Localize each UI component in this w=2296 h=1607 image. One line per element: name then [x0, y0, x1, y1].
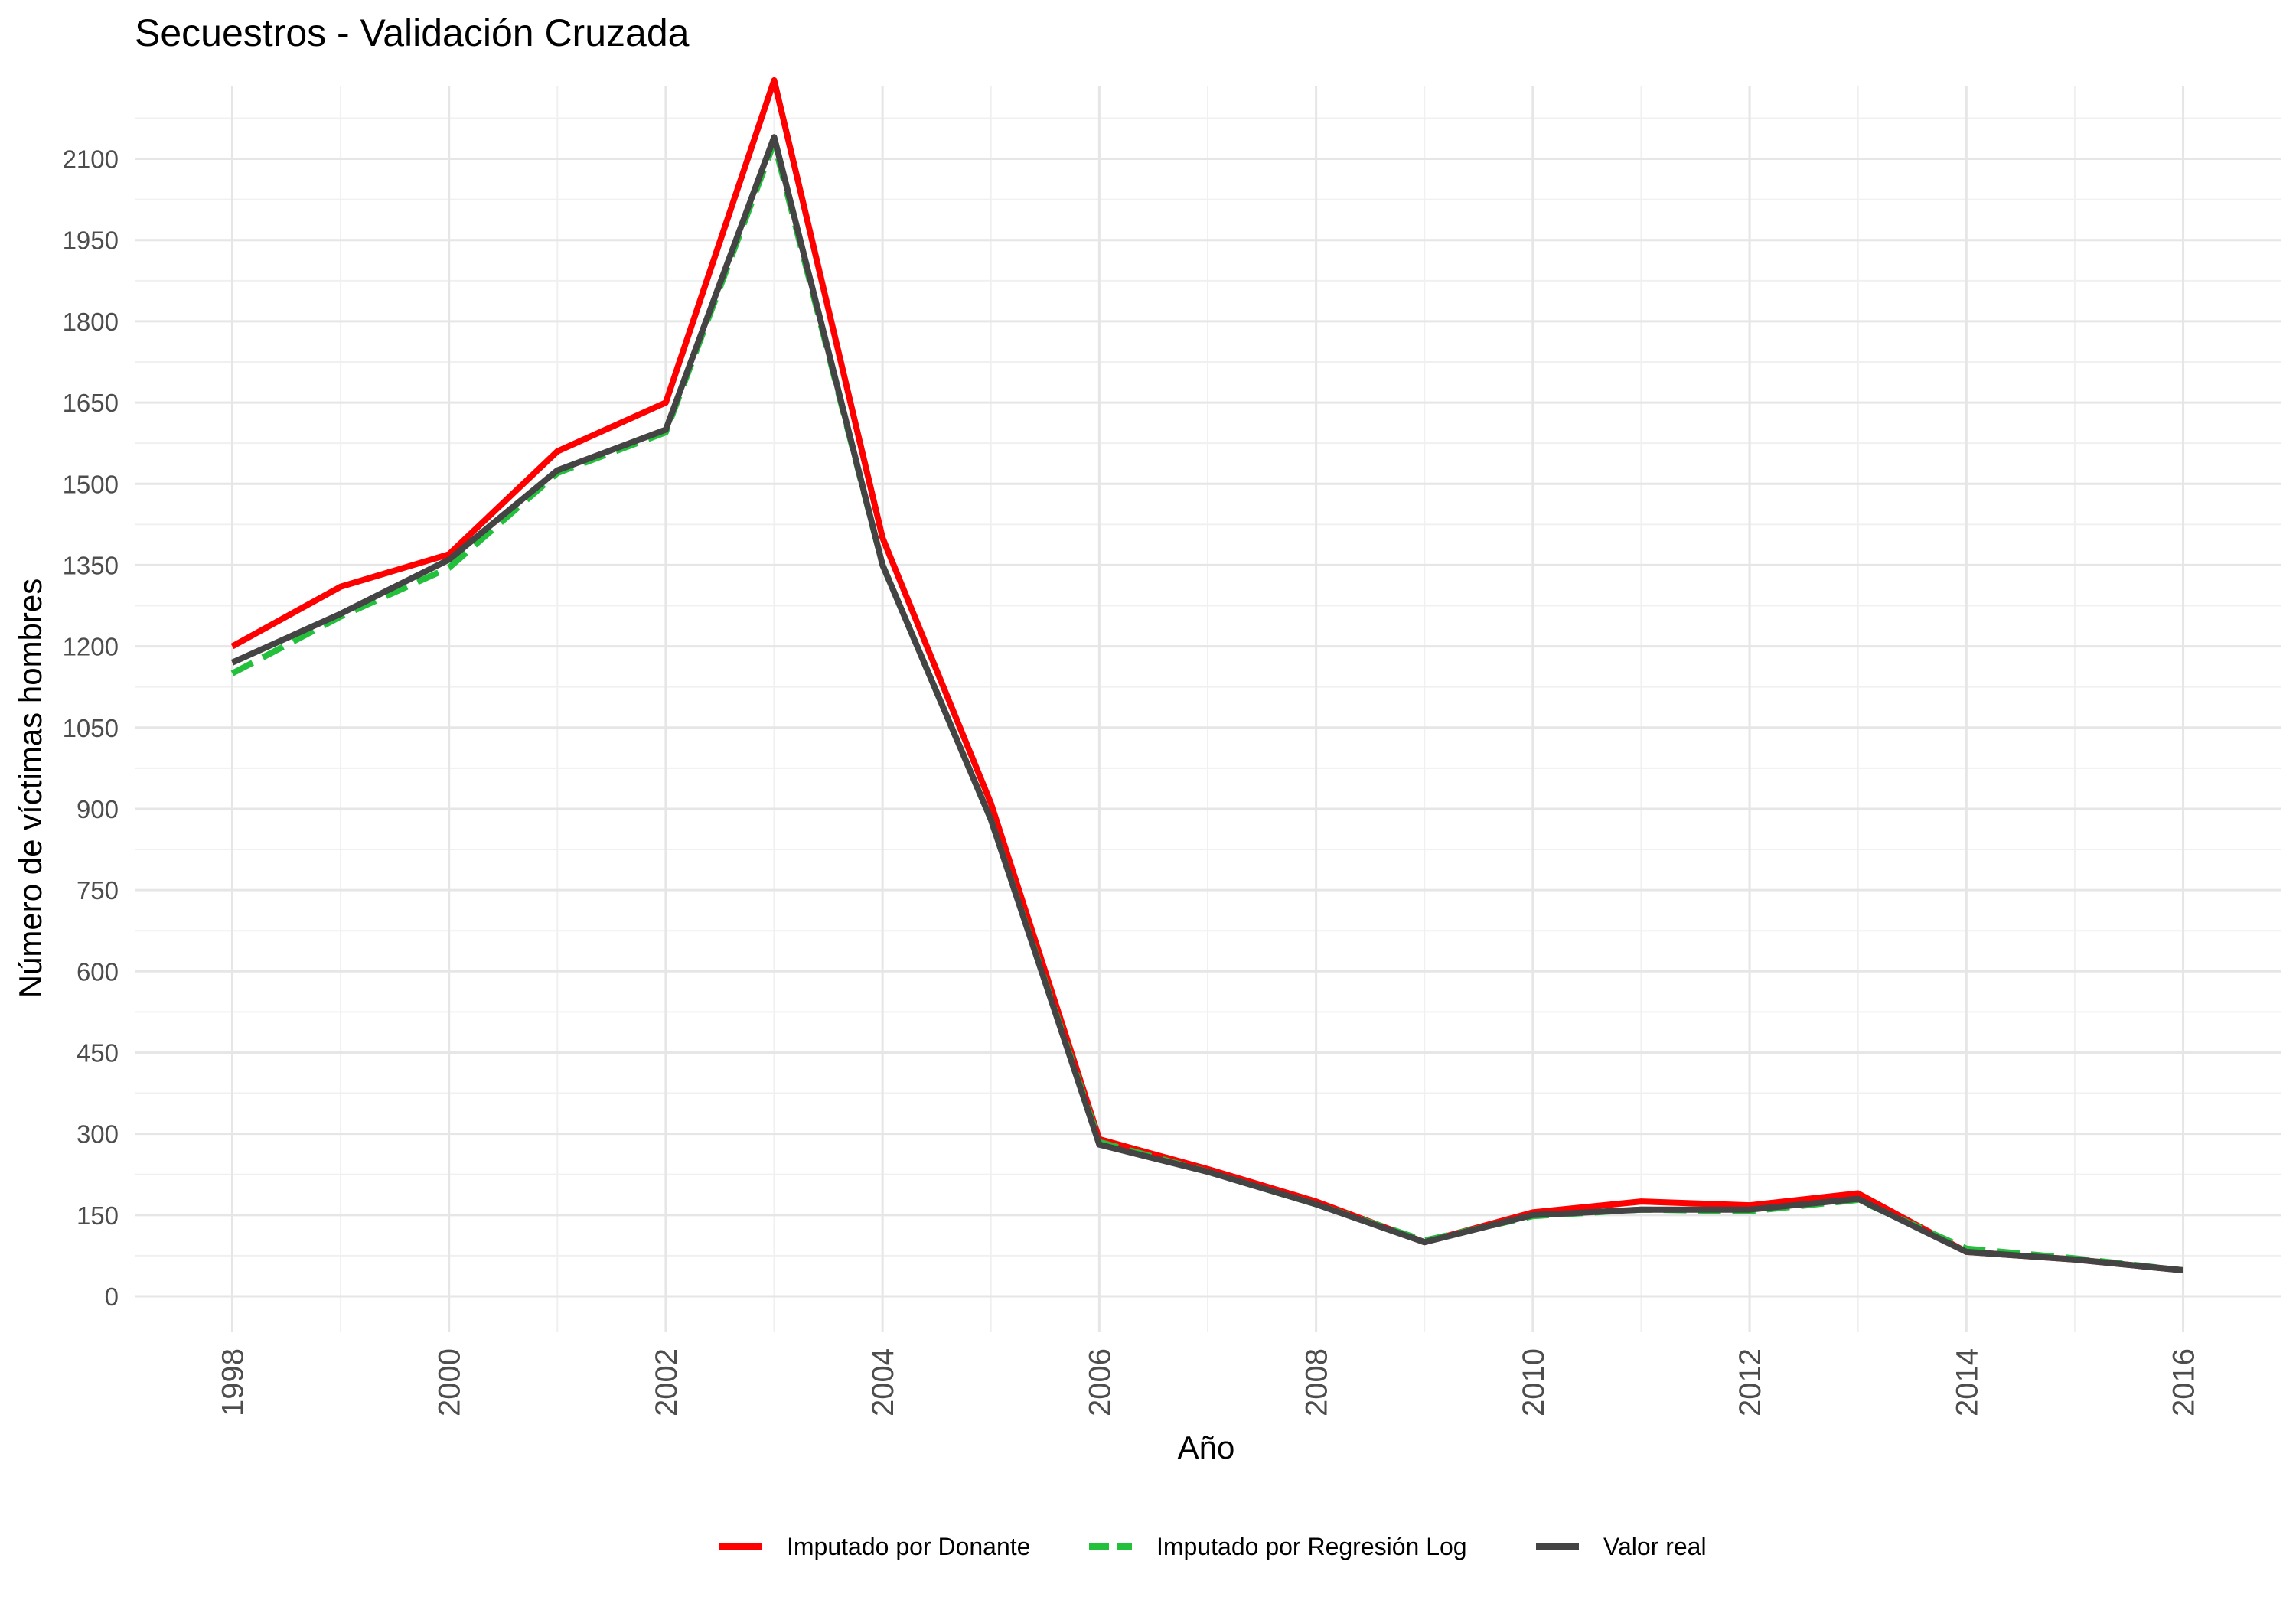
- y-tick-label: 750: [77, 876, 119, 905]
- legend-label: Imputado por Donante: [787, 1533, 1030, 1560]
- y-tick-label: 1800: [63, 308, 119, 336]
- y-tick-label: 2100: [63, 145, 119, 174]
- y-axis-title: Número de víctimas hombres: [12, 579, 48, 999]
- x-tick-label: 2012: [1733, 1348, 1767, 1416]
- y-tick-label: 150: [77, 1201, 119, 1230]
- grid-lines: [135, 86, 2281, 1332]
- y-tick-label: 600: [77, 957, 119, 986]
- y-tick-label: 1950: [63, 227, 119, 255]
- y-tick-label: 1200: [63, 633, 119, 661]
- y-tick-label: 1050: [63, 714, 119, 742]
- x-tick-label: 2016: [2167, 1348, 2201, 1416]
- legend-label: Imputado por Regresión Log: [1156, 1533, 1467, 1560]
- y-tick-label: 450: [77, 1038, 119, 1067]
- x-tick-label: 1998: [216, 1348, 249, 1416]
- series-lines: [230, 77, 2183, 1273]
- x-tick-label: 2000: [433, 1348, 467, 1416]
- y-tick-label: 1500: [63, 470, 119, 498]
- y-tick-label: 1350: [63, 551, 119, 579]
- legend: Imputado por Donante Imputado por Regresi…: [719, 1533, 1707, 1560]
- x-tick-label: 2008: [1300, 1348, 1334, 1416]
- x-tick-label: 2004: [866, 1348, 900, 1416]
- series-line: [230, 134, 2183, 1273]
- legend-label: Valor real: [1603, 1533, 1707, 1560]
- x-axis-ticks: 1998 2000 2002 2004 2006 2008 2010 2012 2014 2016: [216, 1348, 2200, 1416]
- y-tick-label: 0: [105, 1283, 119, 1311]
- y-axis-ticks: 0 150 300 450 600 750 900 1050 1200 1350 1500 1650 1…: [63, 145, 119, 1311]
- y-tick-label: 900: [77, 795, 119, 823]
- x-tick-label: 2002: [650, 1348, 683, 1416]
- y-tick-label: 1650: [63, 389, 119, 417]
- x-tick-label: 2014: [1950, 1348, 1984, 1416]
- x-tick-label: 2006: [1083, 1348, 1117, 1416]
- y-tick-label: 300: [77, 1120, 119, 1149]
- chart-title: Secuestros - Validación Cruzada: [135, 11, 690, 54]
- x-axis-title: Año: [1178, 1429, 1235, 1465]
- x-tick-label: 2010: [1517, 1348, 1551, 1416]
